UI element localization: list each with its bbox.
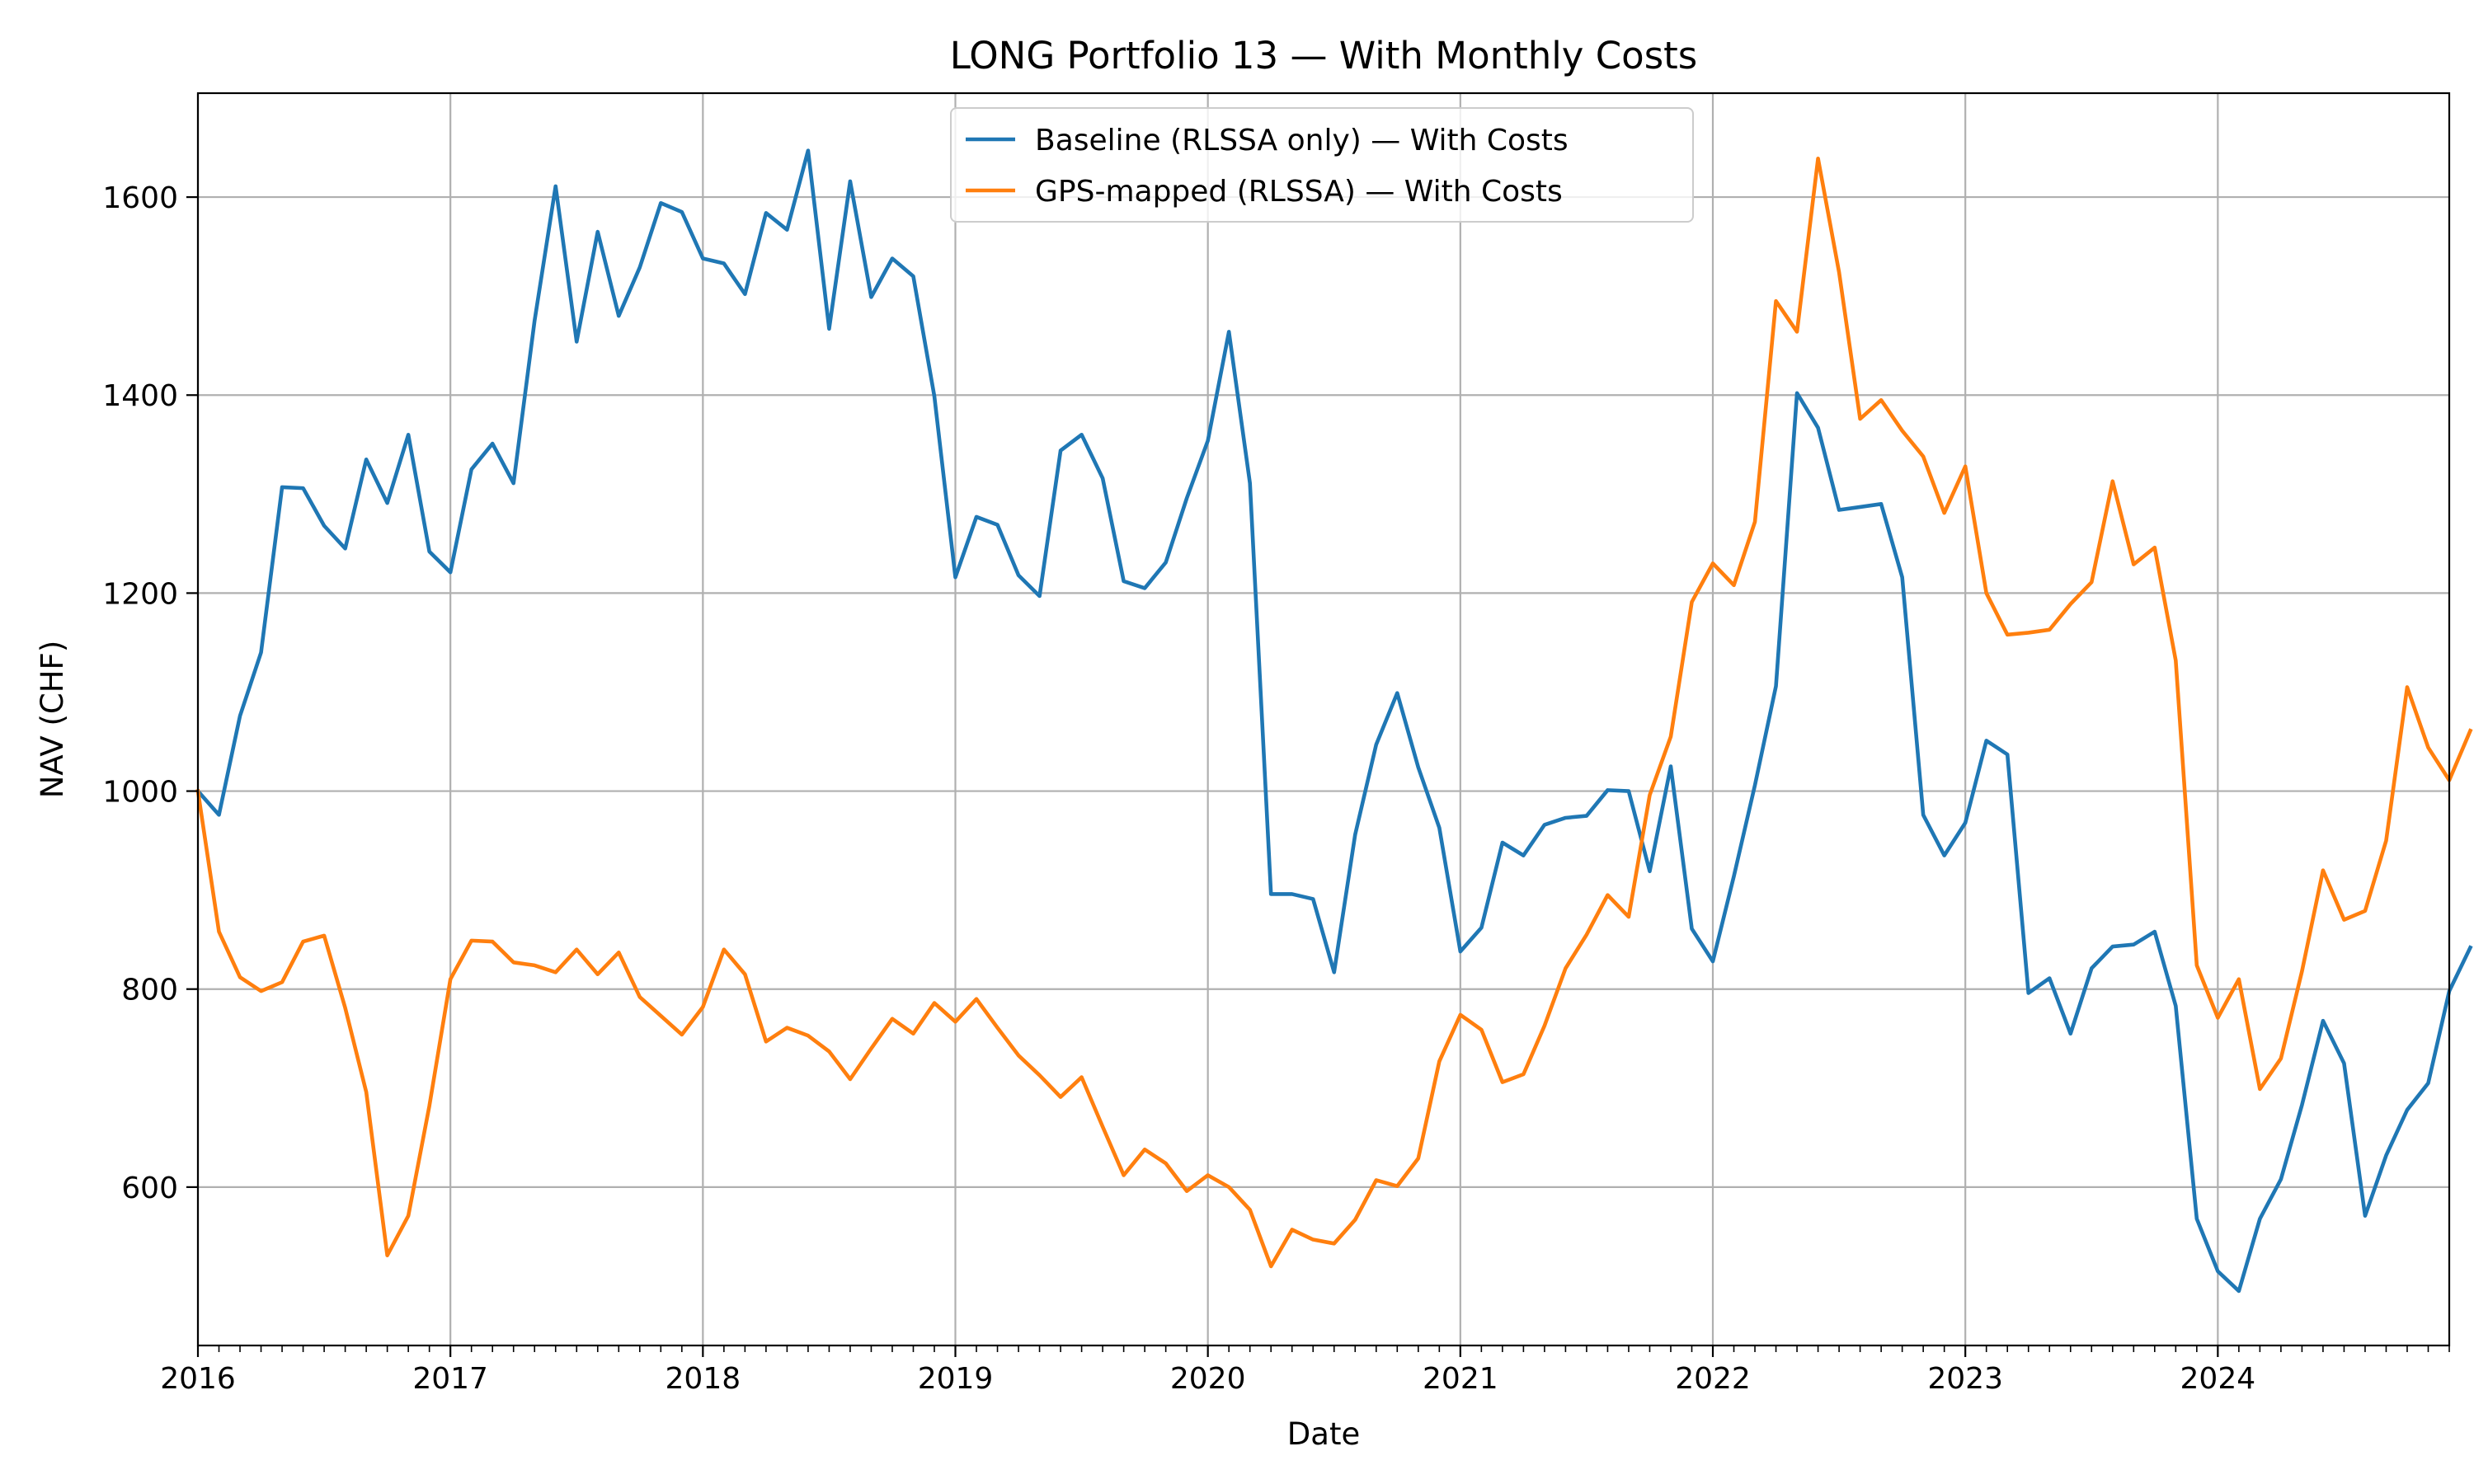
x-tick-label: 2021	[1423, 1362, 1498, 1396]
x-tick-label: 2022	[1675, 1362, 1751, 1396]
series-layer	[195, 148, 2473, 1294]
x-tick-label: 2019	[918, 1362, 994, 1396]
x-tick-label: 2020	[1170, 1362, 1246, 1396]
y-axis-label: NAV (CHF)	[35, 641, 70, 799]
y-tick-label: 1000	[102, 776, 178, 810]
axes	[196, 92, 2451, 1347]
x-tick-label: 2017	[412, 1362, 488, 1396]
y-tick-label: 1400	[102, 379, 178, 413]
y-tick-label: 600	[121, 1172, 178, 1205]
y-tick-label: 1600	[102, 181, 178, 215]
legend: Baseline (RLSSA only) — With Costs GPS-ma…	[950, 107, 1694, 223]
x-axis-label: Date	[1287, 1416, 1360, 1452]
x-tick-label: 2024	[2180, 1362, 2256, 1396]
legend-box	[950, 107, 1694, 223]
x-tick-label: 2016	[160, 1362, 236, 1396]
x-axis-ticks: 2016 2017 2018 2019 2020 2021 2022 2023 2024	[160, 1345, 2450, 1396]
series-line-2	[195, 156, 2473, 1269]
y-tick-label: 800	[121, 974, 178, 1007]
legend-label-2: GPS-mapped (RLSSA) — With Costs	[1035, 175, 1563, 209]
chart-title: LONG Portfolio 13 — With Monthly Costs	[950, 34, 1697, 77]
legend-label-1: Baseline (RLSSA only) — With Costs	[1035, 124, 1569, 157]
plot-frame	[196, 92, 2451, 1347]
y-axis-ticks: 600 800 1000 1200 1400 1600	[102, 181, 198, 1205]
x-tick-label: 2023	[1927, 1362, 2003, 1396]
series-line-1	[195, 148, 2473, 1294]
x-tick-label: 2018	[666, 1362, 741, 1396]
y-tick-label: 1200	[102, 577, 178, 611]
